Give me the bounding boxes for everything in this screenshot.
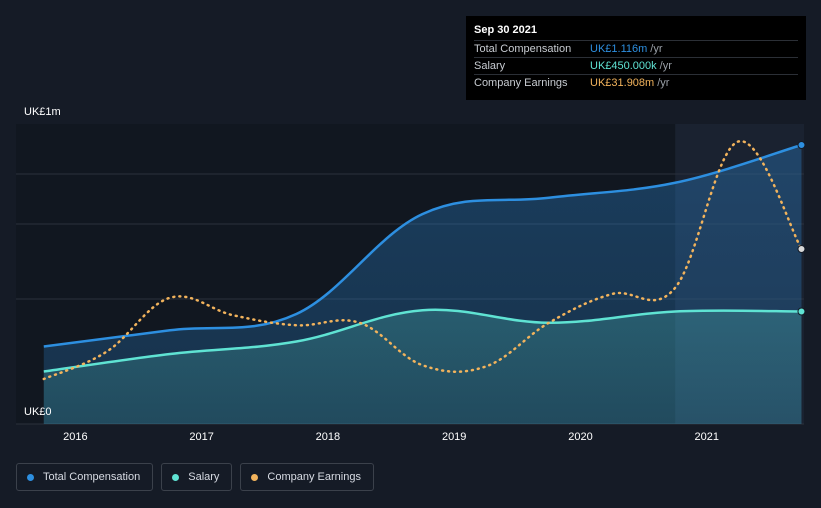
- tooltip-unit: /yr: [657, 77, 670, 89]
- series-areas: [43, 145, 802, 424]
- y-axis-top-label: UK£1m: [24, 106, 61, 118]
- end-marker-total-compensation: [797, 141, 806, 149]
- tooltip-unit: /yr: [650, 43, 663, 55]
- series-lines: [42, 140, 803, 381]
- legend-label: Company Earnings: [267, 471, 361, 483]
- tooltip-value: UK£1.116m: [590, 43, 648, 55]
- y-axis-bottom-label: UK£0: [24, 406, 52, 418]
- tooltip-value: UK£31.908m: [590, 77, 655, 89]
- end-marker-company-earnings: [797, 245, 806, 253]
- x-tick-2020: 2020: [568, 431, 593, 443]
- legend-item-salary[interactable]: Salary: [161, 463, 233, 491]
- tooltip-label: Company Earnings: [474, 77, 568, 89]
- tooltip-unit: /yr: [659, 60, 672, 72]
- tooltip-label: Total Compensation: [474, 43, 572, 55]
- tooltip: Sep 30 2021 Total Compensation UK£1.116m…: [466, 16, 806, 100]
- tooltip-date: Sep 30 2021: [474, 24, 537, 36]
- tooltip-label: Salary: [474, 60, 506, 72]
- tooltip-row-total-compensation: Total Compensation UK£1.116m /yr: [474, 40, 798, 57]
- legend-item-total-compensation[interactable]: Total Compensation: [16, 463, 154, 491]
- legend-item-company-earnings[interactable]: Company Earnings: [240, 463, 374, 491]
- legend-label: Salary: [188, 471, 220, 483]
- x-tick-2019: 2019: [441, 431, 467, 443]
- x-tick-2016: 2016: [63, 431, 88, 443]
- legend: Total Compensation Salary Company Earnin…: [16, 463, 374, 491]
- area-salary: [43, 309, 802, 424]
- tooltip-value: UK£450.000k: [590, 60, 657, 72]
- legend-label: Total Compensation: [43, 471, 141, 483]
- x-tick-2017: 2017: [189, 431, 214, 443]
- legend-dot-icon: [27, 473, 34, 481]
- legend-dot-icon: [172, 473, 180, 481]
- x-tick-2018: 2018: [315, 431, 341, 443]
- legend-dot-icon: [251, 473, 259, 481]
- end-marker-salary: [797, 307, 806, 316]
- tooltip-row-company-earnings: Company Earnings UK£31.908m /yr: [474, 74, 798, 91]
- line-salary: [43, 308, 802, 373]
- line-total-compensation: [43, 143, 802, 348]
- line-company-earnings: [42, 140, 803, 381]
- x-tick-2021: 2021: [694, 431, 719, 443]
- series-end-markers: [797, 141, 806, 316]
- tooltip-row-salary: Salary UK£450.000k /yr: [474, 57, 798, 74]
